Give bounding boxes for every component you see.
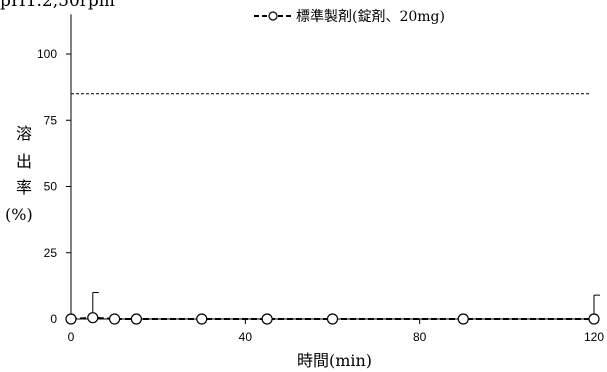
y-axis-label-part: 出 [16, 152, 32, 171]
y-tick-label: 0 [50, 312, 57, 326]
data-point [457, 313, 469, 325]
x-tick-label: 80 [413, 330, 427, 344]
legend-label: 標準製剤(錠剤、20mg) [296, 9, 445, 25]
y-axis-label-part: 率 [16, 178, 32, 197]
data-point [588, 313, 600, 325]
plot-area [65, 93, 600, 325]
legend: 標準製剤(錠剤、20mg) [254, 9, 445, 25]
data-point [130, 313, 142, 325]
page-title: pH1.2,50rpm [0, 0, 115, 11]
axes: 0 25 50 75 100 0 40 80 120 [37, 14, 604, 344]
axis-labels: 時間(min) 溶出率 (%) [5, 124, 372, 370]
data-point [87, 312, 99, 324]
x-tick-label: 40 [239, 330, 253, 344]
y-tick-label: 50 [44, 180, 58, 194]
data-point [196, 313, 208, 325]
legend-swatch-marker [268, 11, 278, 21]
data-point [65, 313, 77, 325]
x-tick-label: 0 [68, 330, 75, 344]
y-tick-label: 100 [37, 47, 57, 61]
x-axis-label: 時間(min) [297, 351, 372, 370]
y-axis-label-part: (%) [5, 205, 33, 224]
x-tick-label: 120 [584, 330, 604, 344]
data-point [261, 313, 273, 325]
y-axis-label-part: 溶 [16, 124, 32, 143]
data-point [108, 313, 121, 325]
y-tick-label: 25 [44, 246, 58, 260]
data-point [326, 313, 339, 325]
y-tick-label: 75 [44, 113, 58, 127]
